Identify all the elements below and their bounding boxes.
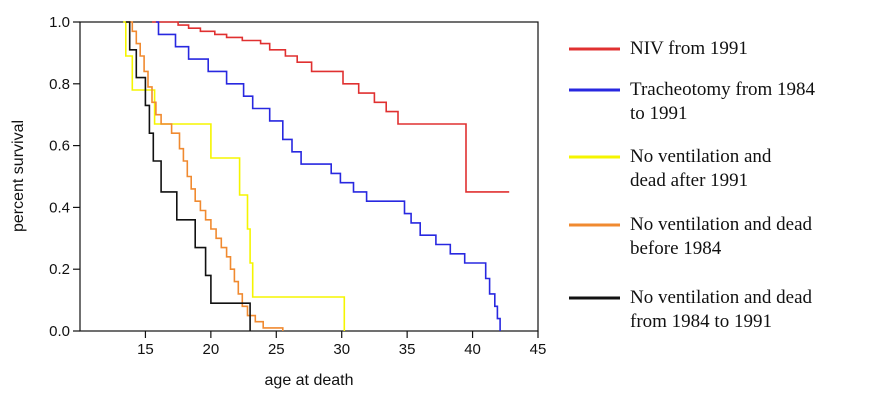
series-line-4 <box>125 21 251 331</box>
series-line-0 <box>152 21 510 193</box>
y-tick-label: 0.0 <box>49 323 70 340</box>
series-line-3 <box>127 21 284 331</box>
legend: NIV from 1991 Tracheotomy from 1984 to 199… <box>569 38 816 332</box>
ticks-layer: 15 20 25 30 35 40 45 0.0 0.2 0.4 0.6 0.8 1.0 <box>49 14 546 358</box>
x-tick-label: 30 <box>333 341 350 358</box>
x-tick-label: 40 <box>464 341 481 358</box>
series-layer <box>123 21 510 331</box>
y-tick-label: 0.6 <box>49 138 70 155</box>
y-tick-label: 0.8 <box>49 76 70 93</box>
y-tick-label: 1.0 <box>49 14 70 31</box>
y-tick-label: 0.2 <box>49 261 70 278</box>
y-tick-label: 0.4 <box>49 199 70 216</box>
x-tick-label: 25 <box>268 341 285 358</box>
x-tick-label: 45 <box>530 341 547 358</box>
x-tick-label: 35 <box>399 341 416 358</box>
series-line-1 <box>155 21 501 331</box>
legend-label-0: NIV from 1991 <box>630 38 748 59</box>
x-tick-label: 20 <box>203 341 220 358</box>
legend-label-4: No ventilation and dead from 1984 to 1991 <box>630 287 813 332</box>
series-line-2 <box>123 21 346 331</box>
plot-frame <box>79 21 539 332</box>
x-tick-label: 15 <box>137 341 154 358</box>
y-axis-title: percent survival <box>10 120 27 232</box>
x-axis-title: age at death <box>265 372 354 389</box>
legend-label-3: No ventilation and dead before 1984 <box>630 214 813 259</box>
legend-label-2: No ventilation and dead after 1991 <box>630 146 772 191</box>
legend-label-1: Tracheotomy from 1984 to 1991 <box>630 79 816 124</box>
